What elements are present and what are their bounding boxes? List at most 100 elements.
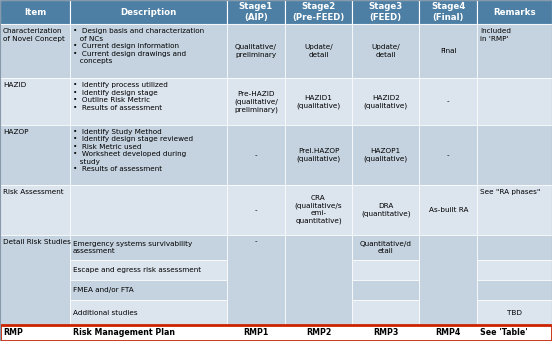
Text: RMP4: RMP4 bbox=[436, 328, 461, 338]
Text: -: - bbox=[447, 152, 450, 158]
Bar bbox=[70, 260, 227, 280]
Bar bbox=[227, 325, 285, 341]
Text: RMP1: RMP1 bbox=[243, 328, 268, 338]
Bar bbox=[227, 78, 285, 125]
Text: -: - bbox=[447, 99, 450, 105]
Bar bbox=[477, 260, 552, 280]
Text: Description: Description bbox=[120, 8, 177, 16]
Bar bbox=[227, 125, 285, 185]
Text: Characterization
of Novel Concept: Characterization of Novel Concept bbox=[3, 28, 65, 42]
Bar bbox=[227, 24, 285, 78]
Bar bbox=[227, 235, 285, 325]
Text: -: - bbox=[254, 152, 257, 158]
Bar bbox=[285, 185, 352, 235]
Text: FMEA and/or FTA: FMEA and/or FTA bbox=[73, 287, 134, 293]
Text: RMP2: RMP2 bbox=[306, 328, 331, 338]
Text: Risk Assessment: Risk Assessment bbox=[3, 189, 63, 195]
Bar bbox=[70, 125, 227, 185]
Text: Additional studies: Additional studies bbox=[73, 310, 137, 315]
Bar bbox=[420, 24, 477, 78]
Bar bbox=[420, 78, 477, 125]
Text: CRA
(qualitative/s
emi-
quantitative): CRA (qualitative/s emi- quantitative) bbox=[295, 195, 342, 224]
Bar bbox=[0, 325, 70, 341]
Text: Included
in 'RMP': Included in 'RMP' bbox=[480, 28, 511, 42]
Text: HAZID2
(qualitative): HAZID2 (qualitative) bbox=[364, 95, 408, 109]
Bar bbox=[477, 125, 552, 185]
Bar bbox=[352, 185, 420, 235]
Bar bbox=[352, 300, 420, 325]
Bar bbox=[477, 78, 552, 125]
Bar bbox=[70, 185, 227, 235]
Bar bbox=[0, 125, 70, 185]
Bar bbox=[70, 280, 227, 300]
Bar bbox=[352, 325, 420, 341]
Text: •  Design basis and characterization
   of NCs
•  Current design information
•  : • Design basis and characterization of N… bbox=[73, 28, 204, 64]
Bar bbox=[477, 235, 552, 260]
Text: HAZOP1
(qualitative): HAZOP1 (qualitative) bbox=[364, 148, 408, 162]
Text: Item: Item bbox=[24, 8, 46, 16]
Text: -: - bbox=[254, 239, 257, 244]
Text: TBD: TBD bbox=[507, 310, 522, 315]
Text: Pre-HAZID
(qualitative/
preliminary): Pre-HAZID (qualitative/ preliminary) bbox=[234, 91, 278, 113]
Bar bbox=[0, 325, 552, 341]
Bar bbox=[352, 260, 420, 280]
Bar bbox=[227, 185, 285, 235]
Text: Prel.HAZOP
(qualitative): Prel.HAZOP (qualitative) bbox=[296, 148, 341, 162]
Bar bbox=[352, 78, 420, 125]
Text: Stage2
(Pre-FEED): Stage2 (Pre-FEED) bbox=[293, 2, 344, 22]
Text: Stage3
(FEED): Stage3 (FEED) bbox=[369, 2, 403, 22]
Bar bbox=[0, 78, 70, 125]
Bar bbox=[70, 24, 227, 78]
Text: Qualitative/
preliminary: Qualitative/ preliminary bbox=[235, 44, 277, 58]
Bar bbox=[420, 0, 477, 24]
Bar bbox=[70, 0, 227, 24]
Bar bbox=[477, 325, 552, 341]
Bar bbox=[477, 185, 552, 235]
Bar bbox=[70, 235, 227, 260]
Text: RMP: RMP bbox=[3, 328, 23, 338]
Bar bbox=[477, 24, 552, 78]
Bar bbox=[352, 280, 420, 300]
Text: Detail Risk Studies: Detail Risk Studies bbox=[3, 239, 71, 244]
Bar bbox=[0, 185, 70, 235]
Bar bbox=[477, 280, 552, 300]
Bar bbox=[285, 125, 352, 185]
Bar bbox=[477, 0, 552, 24]
Text: HAZID1
(qualitative): HAZID1 (qualitative) bbox=[296, 95, 341, 109]
Bar bbox=[420, 325, 477, 341]
Text: Update/
detail: Update/ detail bbox=[371, 44, 400, 58]
Bar bbox=[285, 325, 352, 341]
Bar bbox=[285, 235, 352, 325]
Text: See 'Table': See 'Table' bbox=[480, 328, 528, 338]
Text: Stage1
(AIP): Stage1 (AIP) bbox=[239, 2, 273, 22]
Text: HAZID: HAZID bbox=[3, 83, 26, 88]
Text: As-built RA: As-built RA bbox=[428, 207, 468, 213]
Text: Final: Final bbox=[440, 48, 457, 54]
Text: See "RA phases": See "RA phases" bbox=[480, 189, 540, 195]
Text: Emergency systems survivability
assessment: Emergency systems survivability assessme… bbox=[73, 241, 192, 254]
Bar bbox=[0, 0, 70, 24]
Bar bbox=[70, 325, 227, 341]
Bar bbox=[285, 24, 352, 78]
Text: -: - bbox=[254, 207, 257, 213]
Bar bbox=[227, 0, 285, 24]
Bar bbox=[352, 125, 420, 185]
Text: Stage4
(Final): Stage4 (Final) bbox=[431, 2, 465, 22]
Bar bbox=[285, 0, 352, 24]
Bar bbox=[420, 235, 477, 325]
Bar bbox=[352, 0, 420, 24]
Bar bbox=[420, 185, 477, 235]
Bar bbox=[0, 24, 70, 78]
Bar bbox=[352, 235, 420, 260]
Text: Quantitative/d
etail: Quantitative/d etail bbox=[360, 241, 412, 254]
Bar bbox=[70, 300, 227, 325]
Bar bbox=[70, 78, 227, 125]
Text: Remarks: Remarks bbox=[493, 8, 536, 16]
Text: RMP3: RMP3 bbox=[373, 328, 399, 338]
Text: Update/
detail: Update/ detail bbox=[304, 44, 333, 58]
Text: Risk Management Plan: Risk Management Plan bbox=[73, 328, 175, 338]
Text: Escape and egress risk assessment: Escape and egress risk assessment bbox=[73, 267, 201, 273]
Bar bbox=[285, 78, 352, 125]
Text: •  Identify process utilized
•  Identify design stage
•  Outline Risk Metric
•  : • Identify process utilized • Identify d… bbox=[73, 83, 168, 111]
Text: •  Identify Study Method
•  Identify design stage reviewed
•  Risk Metric used
•: • Identify Study Method • Identify desig… bbox=[73, 129, 193, 172]
